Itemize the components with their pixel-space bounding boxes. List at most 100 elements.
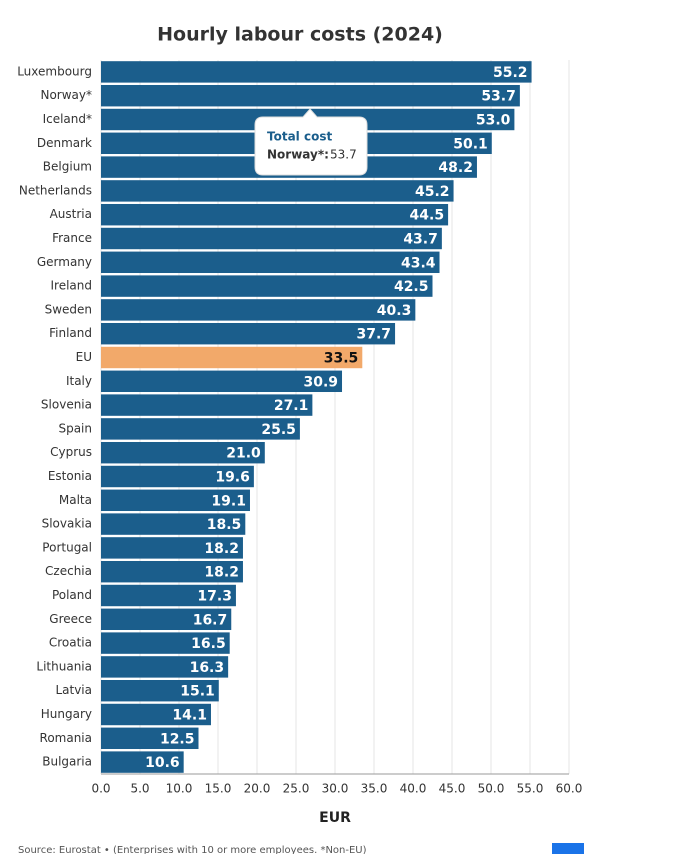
tooltip: Total cost Norway*: 53.7 [254,108,368,176]
bar [101,751,184,773]
y-tick-label: Lithuania [36,659,92,673]
x-tick-label: 55.0 [517,782,544,796]
bar [101,227,442,250]
value-label: 53.0 [476,113,511,129]
value-label: 27.1 [274,398,309,414]
bar [101,370,343,393]
bar [101,465,254,488]
y-tick-label: EU [76,350,92,364]
x-tick-label: 35.0 [361,782,388,796]
y-tick-label: Sweden [45,302,92,316]
x-tick-label: 5.0 [130,782,149,796]
y-tick-label: Cyprus [50,445,92,459]
y-tick-label: Poland [52,588,92,602]
x-tick-label: 60.0 [556,782,583,796]
y-tick-label: Slovenia [41,398,92,412]
x-tick-label: 50.0 [478,782,505,796]
bar [101,632,230,654]
y-tick-label: France [52,231,92,245]
bar [101,608,232,631]
tooltip-title: Total cost [267,130,332,144]
value-label: 37.7 [357,327,392,343]
y-tick-label: Slovakia [42,517,92,531]
bar [101,513,246,535]
bar [101,560,243,583]
bar [101,656,229,678]
y-tick-label: Hungary [41,707,92,721]
y-tick-label: Denmark [37,136,92,150]
y-tick-label: Germany [37,255,92,269]
x-tick-label: 25.0 [283,782,310,796]
bar [101,679,219,702]
bar [101,727,199,750]
y-tick-label: Finland [49,326,92,340]
value-label: 18.2 [204,541,239,557]
bar [101,394,313,416]
y-tick-label: Malta [59,493,92,507]
y-tick-label: Italy [66,374,92,388]
y-tick-label: Spain [58,421,92,435]
y-tick-label: Luxembourg [17,64,92,78]
tooltip-value: 53.7 [330,148,357,162]
bar [101,489,250,512]
value-label: 53.7 [481,89,516,105]
value-label: 18.2 [204,565,239,581]
y-tick-label: Ireland [50,279,92,293]
value-label: 45.2 [415,184,450,200]
chart-title: Hourly labour costs (2024) [157,24,443,46]
y-tick-label: Latvia [55,683,92,697]
x-tick-label: 20.0 [244,782,271,796]
bar [101,322,396,345]
source-note: Source: Eurostat • (Enterprises with 10 … [18,845,367,854]
value-label: 10.6 [145,755,180,771]
bar [101,61,532,83]
plot-area: 0.0 5.0 10.0 15.0 20.0 25.0 30.0 35.0 40.0 45.0 50… [17,60,582,796]
value-label: 30.9 [303,374,338,390]
y-tick-label: Croatia [49,636,92,650]
value-label: 42.5 [394,279,429,295]
bar [101,84,520,107]
value-label: 25.5 [261,422,296,438]
bar [101,584,236,607]
bar [101,203,449,226]
bar [101,275,433,297]
button[interactable] [552,843,584,854]
y-tick-label: Austria [50,207,92,221]
x-tick-label: 0.0 [91,782,110,796]
y-tick-label: Bulgaria [42,755,92,769]
value-label: 16.7 [193,612,228,628]
x-axis-label: EUR [319,810,351,826]
bar [101,703,211,726]
y-tick-label: Romania [40,731,92,745]
value-label: 16.3 [190,660,225,676]
y-tick-label: Czechia [45,564,92,578]
value-label: 43.7 [403,232,438,248]
bar [101,299,416,321]
y-tick-label: Greece [49,612,92,626]
y-tick-label: Iceland* [43,112,92,126]
value-label: 18.5 [207,517,242,533]
x-tick-label: 45.0 [439,782,466,796]
value-label: 43.4 [401,255,436,271]
y-tick-label: Belgium [43,160,92,174]
value-label: 15.1 [180,684,215,700]
bar [101,180,454,202]
value-label: 55.2 [493,65,528,81]
y-tick-label: Portugal [42,540,92,554]
bar [101,441,265,464]
bar [101,537,243,559]
bar [101,251,440,274]
y-tick-label: Norway* [40,88,92,102]
bar [101,346,363,369]
value-label: 44.5 [410,208,445,224]
value-label: 19.6 [215,470,250,486]
value-label: 33.5 [324,351,359,367]
value-label: 14.1 [172,708,207,724]
value-label: 50.1 [453,136,488,152]
x-tick-label: 40.0 [400,782,427,796]
value-label: 40.3 [377,303,412,319]
y-tick-label: Estonia [48,469,92,483]
tooltip-box [254,108,368,176]
